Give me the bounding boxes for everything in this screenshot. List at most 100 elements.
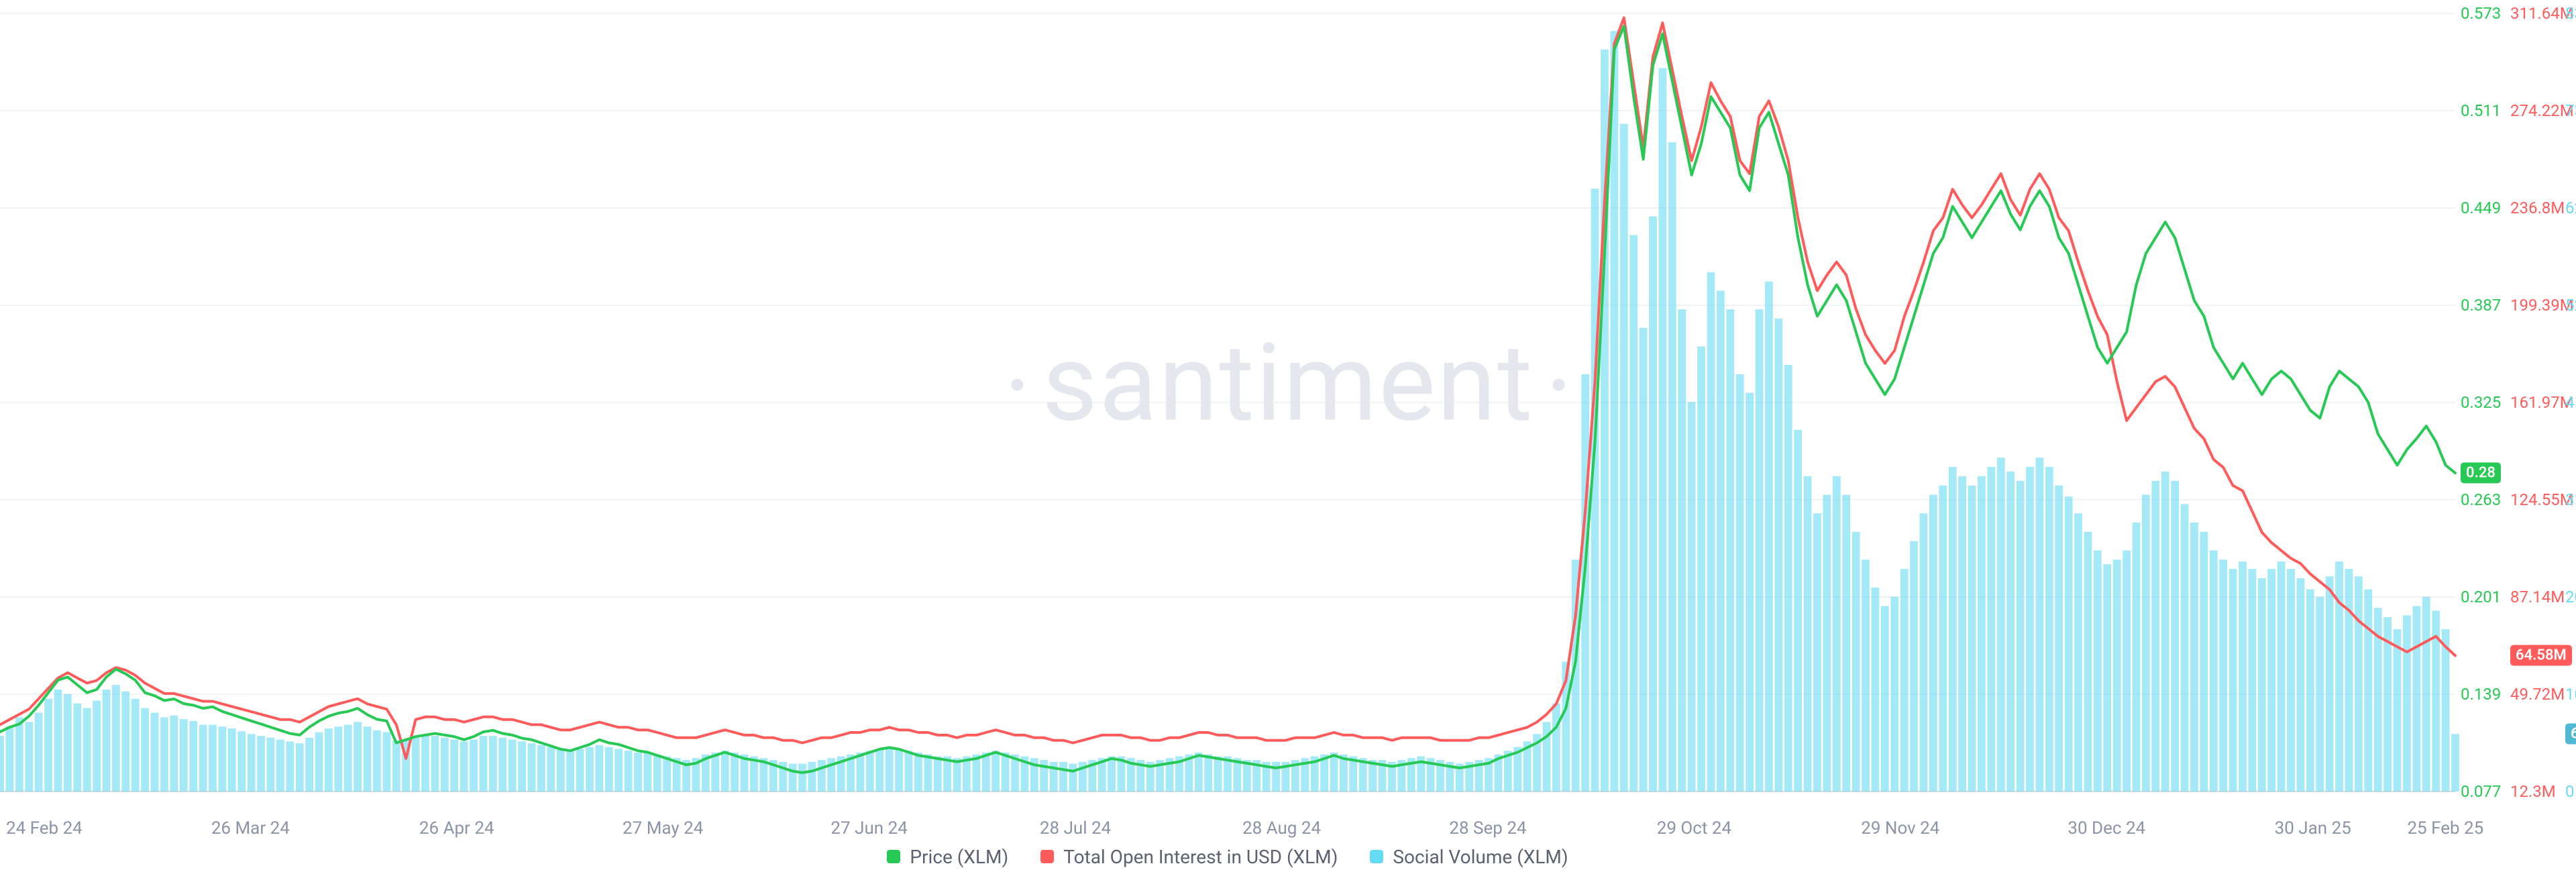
social-volume-bar [334, 726, 342, 792]
social-volume-bar [382, 732, 390, 792]
social-volume-bar [2084, 532, 2092, 792]
y-tick-label: 104 [2565, 685, 2576, 704]
y-tick-label: 0.139 [2461, 685, 2501, 704]
social-volume-bar [1890, 597, 1898, 792]
chart-svg[interactable] [0, 0, 2576, 872]
social-volume-bar [431, 736, 439, 792]
social-volume-bar [1968, 486, 1976, 792]
social-volume-bar [199, 724, 207, 792]
social-volume-bar [605, 747, 613, 792]
x-tick-label: 25 Feb 25 [2407, 818, 2483, 838]
social-volume-bar [808, 762, 816, 792]
social-volume-bar [644, 753, 652, 792]
legend-item[interactable]: Price (XLM) [887, 846, 1008, 868]
social-volume-bar [2045, 467, 2053, 792]
social-volume-bar [866, 751, 874, 792]
x-tick-label: 30 Jan 25 [2275, 818, 2351, 838]
social-volume-bar [2287, 569, 2295, 792]
social-volume-bar [2326, 576, 2334, 792]
social-volume-bar [276, 740, 284, 792]
social-volume-bar [267, 738, 275, 792]
social-volume-bar [64, 694, 72, 792]
legend-label: Price (XLM) [910, 846, 1008, 868]
social-volume-bar [257, 736, 265, 792]
social-volume-bar [209, 724, 217, 792]
social-volume-bar [508, 740, 517, 792]
legend-item[interactable]: Social Volume (XLM) [1370, 846, 1568, 868]
social-volume-bar [1987, 467, 1995, 792]
social-volume-bar [1958, 476, 1966, 792]
social-volume-bar [1330, 753, 1338, 792]
y-axis-badge-price: 0.28 [2461, 463, 2501, 484]
social-volume-bar [596, 745, 604, 792]
social-volume-bar [103, 690, 111, 792]
y-tick-label: 311.64M [2510, 4, 2574, 23]
social-volume-bar [1668, 142, 1676, 792]
social-volume-bar [2219, 559, 2227, 792]
social-volume-bar [180, 719, 188, 792]
social-volume-bar [953, 758, 961, 792]
social-volume-bar [905, 751, 913, 792]
y-axis-social_volume: 839734629524419314209104062 [2565, 0, 2576, 792]
social-volume-bar [44, 699, 52, 792]
social-volume-bar [1949, 467, 1957, 792]
social-volume-bar [131, 699, 140, 792]
social-volume-bar [354, 722, 362, 792]
social-volume-bar [480, 736, 488, 792]
social-volume-bar [2394, 629, 2402, 792]
social-volume-bar [228, 728, 236, 792]
social-volume-bar [1978, 476, 1986, 792]
social-volume-bar [1939, 486, 1947, 792]
y-tick-label: 0.263 [2461, 490, 2501, 509]
social-volume-bar [160, 717, 168, 792]
social-volume-bar [1813, 513, 1821, 792]
social-volume-bar [364, 726, 372, 792]
social-volume-bar [1872, 588, 1880, 792]
social-volume-bar [2403, 615, 2411, 792]
x-tick-label: 26 Mar 24 [211, 818, 290, 838]
social-volume-bar [121, 692, 129, 792]
social-volume-bar [1774, 319, 1782, 792]
social-volume-bar [1997, 457, 2005, 792]
y-tick-label: 274.22M [2510, 101, 2574, 120]
social-volume-bar [711, 753, 719, 792]
social-volume-bar [1784, 365, 1792, 792]
legend: Price (XLM) Total Open Interest in USD (X… [0, 846, 2455, 869]
social-volume-bar [1833, 476, 1841, 792]
social-volume-bar [721, 751, 729, 792]
y-tick-label: 12.3M [2510, 782, 2556, 801]
social-volume-bar [1726, 309, 1734, 792]
y-tick-label: 0.449 [2461, 199, 2501, 217]
social-volume-bar [1717, 290, 1725, 792]
social-volume-bar [663, 756, 671, 792]
social-volume-bar [1929, 495, 1937, 792]
social-volume-bar [2017, 481, 2025, 792]
social-volume-bar [1059, 762, 1067, 792]
social-volume-bar [1195, 753, 1203, 792]
social-volume-bar [2055, 486, 2063, 792]
social-volume-bar [2229, 569, 2237, 792]
social-volume-bar [1620, 124, 1628, 792]
social-volume-bar [1862, 559, 1870, 792]
social-volume-bar [2200, 532, 2208, 792]
y-tick-label: 0.387 [2461, 296, 2501, 315]
social-volume-bar [1610, 31, 1618, 792]
legend-item[interactable]: Total Open Interest in USD (XLM) [1040, 846, 1338, 868]
chart-container: santiment 24 Feb 2426 Mar 2426 Apr 2427 … [0, 0, 2576, 872]
social-volume-bar [296, 743, 304, 792]
y-axis-open_interest: 311.64M274.22M236.8M199.39M161.97M124.55… [2510, 0, 2571, 792]
social-volume-bar [1765, 282, 1773, 792]
social-volume-bar [237, 731, 246, 792]
social-volume-bar [25, 722, 33, 792]
social-volume-bar [875, 749, 883, 792]
y-tick-label: 236.8M [2510, 199, 2565, 217]
x-tick-label: 30 Dec 24 [2068, 818, 2145, 838]
social-volume-bar [1204, 755, 1212, 792]
social-volume-bar [2161, 472, 2169, 792]
social-volume-bar [789, 764, 797, 792]
social-volume-bar [141, 708, 149, 792]
social-volume-bar [614, 749, 623, 792]
y-tick-label: 49.72M [2510, 685, 2565, 704]
x-tick-label: 29 Oct 24 [1657, 818, 1731, 838]
social-volume-bar [2345, 569, 2353, 792]
